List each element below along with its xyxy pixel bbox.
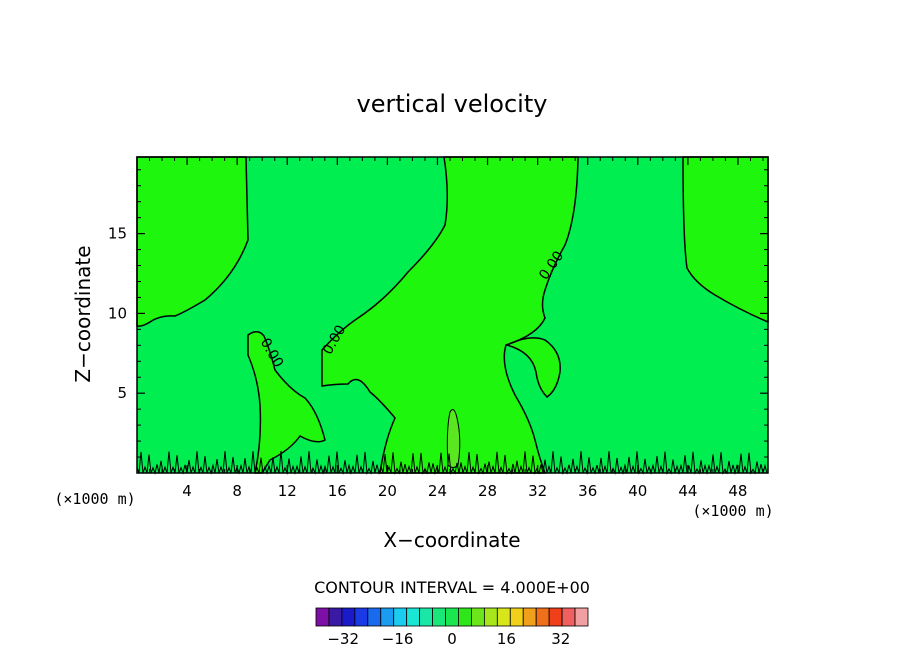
x-tick-label: 28 <box>478 482 497 500</box>
contour-interval-text: CONTOUR INTERVAL = 4.000E+00 <box>314 578 590 597</box>
x-tick-label: 24 <box>428 482 447 500</box>
colorbar-swatch <box>548 607 563 627</box>
x-tick-label: 4 <box>182 482 192 500</box>
x-tick-label: 36 <box>578 482 597 500</box>
colorbar-swatch <box>380 607 395 627</box>
colorbar-tick-label: 32 <box>551 630 570 648</box>
colorbar-swatch <box>509 607 524 627</box>
colorbar-tick-labels: −32 −16 0 16 32 <box>327 630 570 648</box>
plot-frame <box>136 156 769 474</box>
x-tick-label: 48 <box>728 482 747 500</box>
colorbar-swatch <box>458 607 472 627</box>
updraft-left-top-fill <box>137 157 248 327</box>
updraft-cell-right-contour <box>504 337 561 398</box>
plot-area: 0.00 0.000.00 <box>136 156 769 475</box>
colorbar <box>315 607 589 627</box>
colorbar-swatch <box>406 607 421 627</box>
colorbar-swatch <box>328 607 343 627</box>
colorbar-swatch <box>393 607 408 627</box>
x-tick-label: 8 <box>232 482 242 500</box>
colorbar-swatch <box>522 607 537 627</box>
colorbar-swatch <box>315 607 330 627</box>
colorbar-tick-label: 16 <box>497 630 516 648</box>
x-axis-ticks: 4 8 12 16 20 24 28 32 36 40 44 48 <box>149 157 764 500</box>
colorbar-swatch <box>535 607 550 627</box>
colorbar-swatch <box>419 607 433 627</box>
colorbar-swatch <box>496 607 511 627</box>
colorbar-swatch <box>354 607 369 627</box>
y-tick-label: 10 <box>108 304 127 322</box>
x-tick-label: 40 <box>628 482 647 500</box>
colorbar-swatch <box>341 607 356 627</box>
x-axis-label: X−coordinate <box>383 528 520 552</box>
y-tick-label: 15 <box>108 225 127 243</box>
x-tick-label: 20 <box>378 482 397 500</box>
y-axis-label: Z−coordinate <box>71 245 95 382</box>
updraft-core <box>446 409 461 468</box>
colorbar-tick-label: 0 <box>447 630 457 648</box>
contour-lines <box>136 156 769 475</box>
x-tick-label: 32 <box>528 482 547 500</box>
x-tick-label: 12 <box>278 482 297 500</box>
x-tick-label: 16 <box>328 482 347 500</box>
x-tick-label: 44 <box>678 482 697 500</box>
colorbar-swatch <box>483 607 498 627</box>
colorbar-tick-label: −16 <box>382 630 414 648</box>
updraft-left-lower-contour <box>247 331 326 474</box>
colorbar-swatch <box>445 607 459 627</box>
colorbar-swatch <box>367 607 382 627</box>
updraft-right-top-fill <box>683 157 768 322</box>
colorbar-tick-label: −32 <box>327 630 359 648</box>
updraft-left-top-contour <box>136 156 249 327</box>
updraft-right-top-contour <box>682 156 769 324</box>
y-axis-ticks: 5 10 15 <box>108 169 768 458</box>
chart-title: vertical velocity <box>357 90 548 118</box>
x-unit-label-right: (×1000 m) <box>692 502 773 520</box>
updraft-cell-right-fill <box>507 337 561 397</box>
updraft-center-contour <box>321 156 579 474</box>
colorbar-swatch <box>432 607 446 627</box>
colorbar-swatch <box>471 607 485 627</box>
x-unit-label-left: (×1000 m) <box>54 490 135 508</box>
colorbar-swatch <box>561 607 576 627</box>
y-tick-label: 5 <box>117 384 127 402</box>
colorbar-swatch <box>574 607 589 627</box>
updraft-left-lower-fill <box>248 331 325 473</box>
